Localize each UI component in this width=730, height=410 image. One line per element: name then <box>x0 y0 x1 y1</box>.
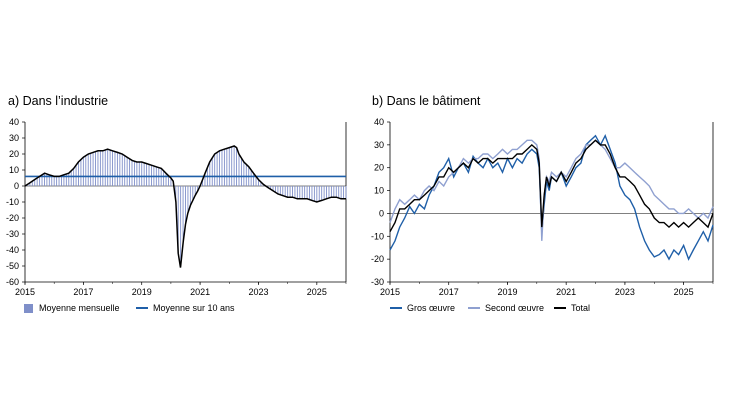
chart-b-xtick-label: 2025 <box>674 287 694 297</box>
chart-b-xtick-label: 2015 <box>380 287 400 297</box>
chart-a-series-line <box>24 145 346 268</box>
chart-b-series-1-line <box>389 139 714 241</box>
chart-a-xtick-label: 2023 <box>248 287 268 297</box>
chart-b-ytick-label: 40 <box>374 117 384 127</box>
legend-b-gros-label: Gros œuvre <box>407 303 456 313</box>
legend-b-total-label: Total <box>571 303 591 313</box>
chart-b-series-0-line <box>389 133 714 261</box>
chart-b-xtick-label: 2023 <box>615 287 635 297</box>
chart-a-ytick-label: 10 <box>9 165 19 175</box>
chart-b-ytick-label: 20 <box>374 163 384 173</box>
legend-b-gros-swatch <box>390 307 402 309</box>
chart-b-ytick-label: 10 <box>374 186 384 196</box>
chart-a-ytick-label: -40 <box>6 245 19 255</box>
chart-b-ytick-label: -20 <box>371 254 384 264</box>
legend-a-bars-swatch <box>24 303 33 313</box>
chart-b-ytick-label: 0 <box>379 208 384 218</box>
chart-a-xtick-label: 2017 <box>73 287 93 297</box>
chart-a-ytick-label: -50 <box>6 261 19 271</box>
chart-a-ytick-label: -10 <box>6 197 19 207</box>
chart-a-ytick-label: -20 <box>6 213 19 223</box>
chart-a-ytick-label: 30 <box>9 133 19 143</box>
chart-b-xtick-label: 2019 <box>497 287 517 297</box>
chart-b-ytick-label: -30 <box>371 277 384 287</box>
chart-a-ytick-label: -60 <box>6 277 19 287</box>
legend-b-second-swatch <box>468 307 480 309</box>
legend-a-bars-label: Moyenne mensuelle <box>39 303 120 313</box>
chart-b-xtick-label: 2021 <box>556 287 576 297</box>
chart-a-xtick-label: 2019 <box>132 287 152 297</box>
chart-a-xtick-label: 2025 <box>307 287 327 297</box>
legend-b-total: Total <box>554 303 590 313</box>
legend-b-total-swatch <box>554 307 566 309</box>
chart-b-series-2-line <box>389 139 714 233</box>
legend-a-avg: Moyenne sur 10 ans <box>136 303 235 313</box>
chart-b-title: b) Dans le bâtiment <box>372 94 481 108</box>
chart-a-ytick-label: 20 <box>9 149 19 159</box>
legend-a-bars: Moyenne mensuelle <box>24 303 120 313</box>
chart-b-xtick-label: 2017 <box>439 287 459 297</box>
legend-a-avg-label: Moyenne sur 10 ans <box>153 303 235 313</box>
chart-a-xtick-label: 2015 <box>15 287 35 297</box>
chart-a-xtick-label: 2021 <box>190 287 210 297</box>
legend-b-gros: Gros œuvre <box>390 303 455 313</box>
chart-a-ytick-label: 0 <box>14 181 19 191</box>
legend-a-avg-swatch <box>136 307 148 309</box>
chart-b-ytick-label: -10 <box>371 231 384 241</box>
chart-b-ytick-label: 30 <box>374 140 384 150</box>
legend-b-second-label: Second œuvre <box>485 303 545 313</box>
chart-a-title: a) Dans l’industrie <box>8 94 109 108</box>
legend-b-second: Second œuvre <box>468 303 544 313</box>
chart-a-ytick-label: 40 <box>9 117 19 127</box>
chart-a-ytick-label: -30 <box>6 229 19 239</box>
